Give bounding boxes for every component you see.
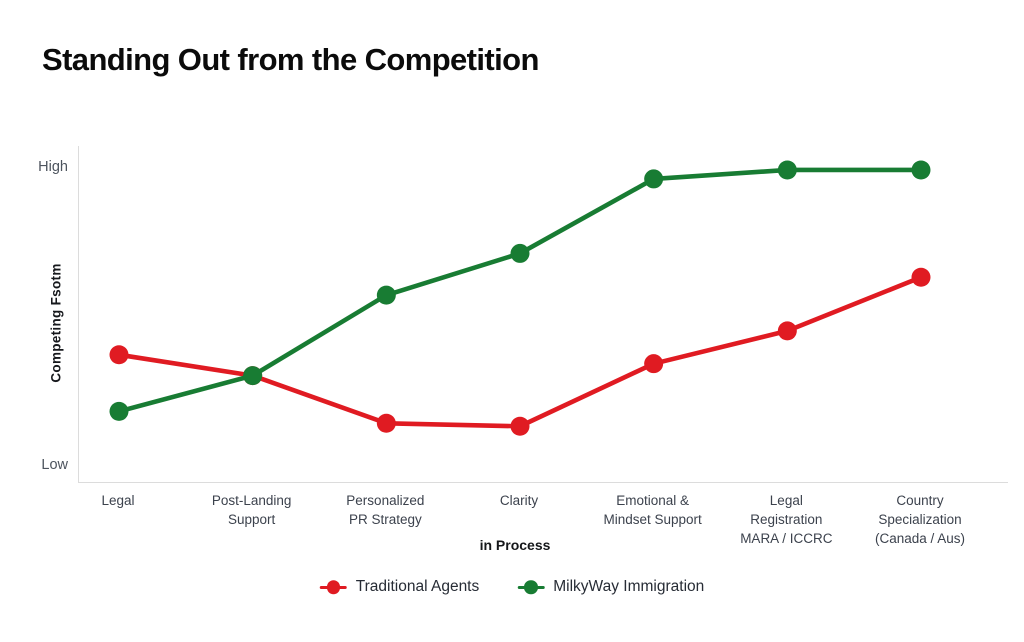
legend-label-milkyway-immigration: MilkyWay Immigration: [553, 578, 705, 595]
x-tick-label-emotional: Emotional & Mindset Support: [573, 491, 733, 529]
data-point-milkyway-immigration-6: [911, 160, 931, 180]
y-axis-label: Competing Fsotm: [48, 263, 64, 383]
x-tick-label-line: Registration: [750, 512, 823, 527]
legend-item-milkyway-immigration: MilkyWay Immigration: [517, 578, 704, 596]
legend-dot-icon: [524, 580, 538, 594]
x-tick-label-country: Country Specialization (Canada / Aus): [840, 491, 1000, 548]
x-tick-label-line: PR Strategy: [348, 512, 422, 527]
data-point-traditional-agents-4: [644, 354, 664, 374]
data-point-milkyway-immigration-4: [644, 169, 664, 189]
x-tick-label-line: Support: [228, 512, 276, 527]
data-point-traditional-agents-2: [376, 413, 396, 433]
x-tick-label-line: Post-Landing: [211, 493, 292, 508]
x-tick-label-line: Personalized: [346, 493, 425, 508]
x-tick-label-line: Legal: [769, 493, 803, 508]
legend-marker-icon: [319, 580, 347, 595]
x-tick-label-legal: Legal: [38, 491, 198, 510]
legend-dot-icon: [326, 580, 340, 594]
x-tick-label-line: Legal: [101, 493, 135, 508]
x-tick-label-line: MARA / ICCRC: [740, 531, 833, 546]
legend: Traditional Agents MilkyWay Immigration: [319, 578, 704, 596]
series-lines-canvas: [109, 160, 931, 436]
data-point-traditional-agents-5: [777, 321, 797, 341]
legend-marker-icon: [517, 580, 545, 595]
data-point-milkyway-immigration-5: [777, 160, 797, 180]
data-point-traditional-agents-0: [109, 345, 129, 365]
data-point-milkyway-immigration-3: [510, 243, 530, 263]
series-line-traditional-agents: [116, 274, 924, 429]
x-tick-label-line: Clarity: [499, 493, 539, 508]
data-point-traditional-agents-6: [911, 267, 931, 287]
data-point-milkyway-immigration-2: [376, 285, 396, 305]
x-tick-label-clarity: Clarity: [439, 491, 599, 510]
x-tick-label-post-landing: Post-Landing Support: [172, 491, 332, 529]
x-tick-label-line: Specialization: [878, 512, 962, 527]
x-axis-label: in Process: [479, 537, 551, 553]
x-tick-label-line: Mindset Support: [603, 512, 702, 527]
x-tick-label-line: Country: [896, 493, 944, 508]
legend-item-traditional-agents: Traditional Agents: [319, 578, 480, 596]
ytick-high: High: [38, 159, 68, 175]
data-point-milkyway-immigration-1: [243, 366, 263, 386]
chart-title: Standing Out from the Competition: [42, 42, 539, 77]
x-tick-label-line: (Canada / Aus): [874, 531, 966, 546]
plot-area: [78, 146, 1008, 483]
data-point-traditional-agents-3: [510, 416, 530, 436]
x-tick-label-legal: Legal Registration MARA / ICCRC: [706, 491, 866, 548]
ytick-low: Low: [41, 457, 68, 473]
x-tick-label-line: Emotional &: [616, 493, 690, 508]
x-tick-label-personalized: Personalized PR Strategy: [305, 491, 465, 529]
data-point-milkyway-immigration-0: [109, 401, 129, 421]
legend-label-traditional-agents: Traditional Agents: [355, 578, 480, 595]
